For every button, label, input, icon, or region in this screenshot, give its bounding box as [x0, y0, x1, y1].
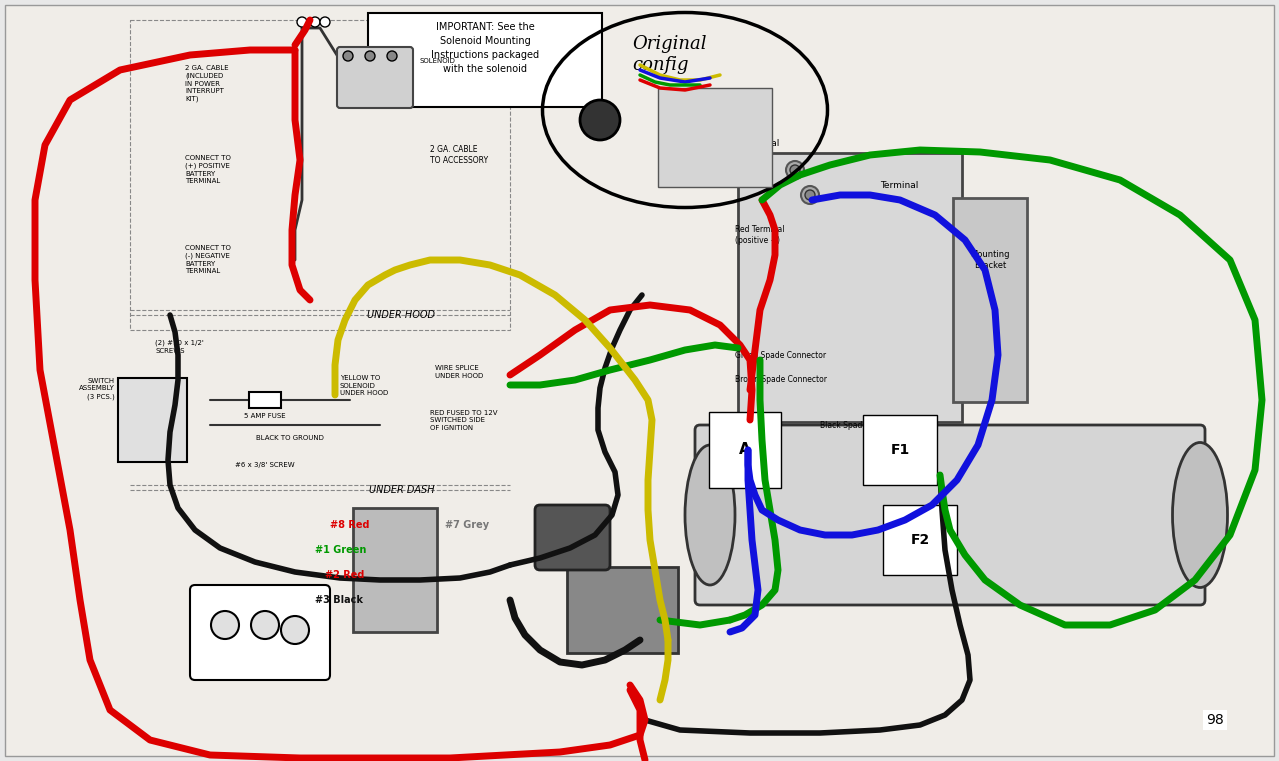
Text: 2 GA. CABLE
TO ACCESSORY: 2 GA. CABLE TO ACCESSORY — [430, 145, 489, 165]
Text: Black Spade Connector: Black Spade Connector — [820, 421, 909, 429]
Text: YELLOW TO
SOLENOID
UNDER HOOD: YELLOW TO SOLENOID UNDER HOOD — [340, 375, 389, 396]
Text: CONNECT TO
(-) NEGATIVE
BATTERY
TERMINAL: CONNECT TO (-) NEGATIVE BATTERY TERMINAL — [185, 245, 231, 274]
Text: IMPORTANT: See the
Solenoid Mounting
Instructions packaged
with the solenoid: IMPORTANT: See the Solenoid Mounting Ins… — [431, 22, 538, 74]
Text: 5 AMP FUSE: 5 AMP FUSE — [244, 413, 285, 419]
Ellipse shape — [1173, 442, 1228, 587]
Text: #3 Black: #3 Black — [315, 595, 363, 605]
FancyBboxPatch shape — [336, 47, 413, 108]
Circle shape — [749, 165, 760, 175]
Text: F2: F2 — [911, 533, 930, 547]
Circle shape — [297, 17, 307, 27]
Text: Red Terminal
(positive +): Red Terminal (positive +) — [735, 225, 784, 245]
Circle shape — [281, 616, 310, 644]
FancyBboxPatch shape — [5, 5, 1274, 756]
FancyBboxPatch shape — [368, 13, 602, 107]
Circle shape — [388, 51, 396, 61]
Text: Brown Spade Connector: Brown Spade Connector — [735, 375, 828, 384]
FancyBboxPatch shape — [191, 585, 330, 680]
FancyBboxPatch shape — [657, 88, 773, 187]
Text: UNDER DASH: UNDER DASH — [370, 485, 435, 495]
Text: SWITCH
ASSEMBLY
(3 PCS.): SWITCH ASSEMBLY (3 PCS.) — [79, 378, 115, 400]
Text: Original
config: Original config — [632, 35, 706, 74]
Text: RED FUSED TO 12V
SWITCHED SIDE
OF IGNITION: RED FUSED TO 12V SWITCHED SIDE OF IGNITI… — [430, 410, 498, 431]
FancyBboxPatch shape — [353, 508, 437, 632]
Text: UNDER HOOD: UNDER HOOD — [367, 310, 435, 320]
Circle shape — [343, 51, 353, 61]
Text: (2) #10 x 1/2'
SCREWS: (2) #10 x 1/2' SCREWS — [155, 340, 203, 354]
Text: Terminal: Terminal — [880, 180, 918, 189]
Text: Mounting
Bracket: Mounting Bracket — [971, 250, 1009, 270]
Text: #7 Grey: #7 Grey — [445, 520, 489, 530]
Circle shape — [804, 190, 815, 200]
Text: A: A — [739, 442, 751, 457]
Circle shape — [801, 186, 819, 204]
Text: F1: F1 — [890, 443, 909, 457]
FancyBboxPatch shape — [567, 567, 678, 653]
Circle shape — [310, 17, 320, 27]
FancyBboxPatch shape — [535, 505, 610, 570]
Text: 98: 98 — [1206, 713, 1224, 727]
FancyBboxPatch shape — [953, 198, 1027, 402]
Circle shape — [579, 100, 620, 140]
Circle shape — [787, 161, 804, 179]
Text: 2 GA. CABLE
(INCLUDED
IN POWER
INTERRUPT
KIT): 2 GA. CABLE (INCLUDED IN POWER INTERRUPT… — [185, 65, 229, 102]
Text: Green Spade Connector: Green Spade Connector — [735, 351, 826, 359]
Text: #6 x 3/8' SCREW: #6 x 3/8' SCREW — [235, 462, 295, 468]
Text: #8 Red: #8 Red — [330, 520, 370, 530]
FancyBboxPatch shape — [249, 392, 281, 408]
Text: #1 Green: #1 Green — [315, 545, 366, 555]
FancyBboxPatch shape — [738, 153, 962, 422]
Text: BLACK TO GROUND: BLACK TO GROUND — [256, 435, 324, 441]
Circle shape — [320, 17, 330, 27]
FancyBboxPatch shape — [118, 378, 187, 462]
Text: #2 Red: #2 Red — [325, 570, 365, 580]
Text: WIRE SPLICE
UNDER HOOD: WIRE SPLICE UNDER HOOD — [435, 365, 483, 378]
Circle shape — [746, 161, 764, 179]
Text: SOLENOID: SOLENOID — [420, 58, 455, 64]
FancyBboxPatch shape — [694, 425, 1205, 605]
Ellipse shape — [686, 445, 735, 585]
Circle shape — [251, 611, 279, 639]
Circle shape — [790, 165, 799, 175]
Text: Terminal: Terminal — [741, 139, 779, 148]
Circle shape — [211, 611, 239, 639]
Circle shape — [365, 51, 375, 61]
Text: CONNECT TO
(+) POSITIVE
BATTERY
TERMINAL: CONNECT TO (+) POSITIVE BATTERY TERMINAL — [185, 155, 231, 184]
